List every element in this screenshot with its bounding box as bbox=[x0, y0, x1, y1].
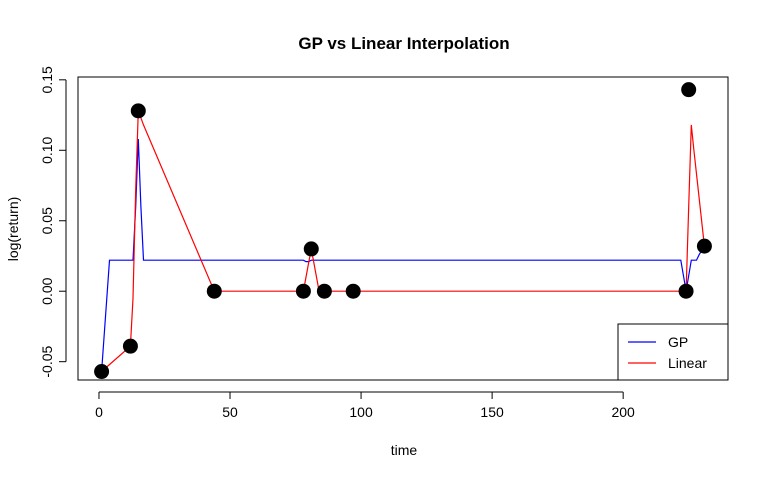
x-tick-label: 200 bbox=[611, 404, 635, 420]
x-tick-label: 50 bbox=[222, 404, 238, 420]
y-tick-label: 0.15 bbox=[39, 66, 55, 93]
observed-point bbox=[316, 283, 332, 299]
x-axis-label: time bbox=[391, 442, 418, 458]
x-tick-label: 150 bbox=[480, 404, 504, 420]
observed-point bbox=[696, 238, 712, 254]
plot-frame bbox=[77, 76, 729, 381]
observed-point bbox=[303, 241, 319, 257]
observed-point bbox=[130, 103, 146, 119]
legend-box bbox=[617, 323, 729, 381]
observed-point bbox=[206, 283, 222, 299]
chart-title: GP vs Linear Interpolation bbox=[298, 34, 509, 53]
legend: GP Linear bbox=[617, 323, 729, 381]
x-tick-label: 0 bbox=[95, 404, 103, 420]
y-tick-label: 0.05 bbox=[39, 207, 55, 234]
observed-point bbox=[345, 283, 361, 299]
legend-label-gp: GP bbox=[668, 334, 688, 350]
y-axis-label: log(return) bbox=[5, 197, 21, 262]
observed-point bbox=[681, 82, 697, 98]
observed-point bbox=[122, 338, 138, 354]
y-tick-label: -0.05 bbox=[39, 346, 55, 378]
y-tick-label: 0.10 bbox=[39, 136, 55, 163]
observed-points bbox=[94, 82, 712, 380]
x-axis: 0 50 100 150 200 bbox=[95, 391, 635, 420]
legend-label-linear: Linear bbox=[668, 355, 707, 371]
x-tick-label: 100 bbox=[349, 404, 373, 420]
observed-point bbox=[678, 283, 694, 299]
y-tick-label: 0.00 bbox=[39, 277, 55, 304]
observed-point bbox=[295, 283, 311, 299]
observed-point bbox=[94, 364, 110, 380]
y-axis: -0.05 0.00 0.05 0.10 0.15 bbox=[39, 66, 67, 378]
